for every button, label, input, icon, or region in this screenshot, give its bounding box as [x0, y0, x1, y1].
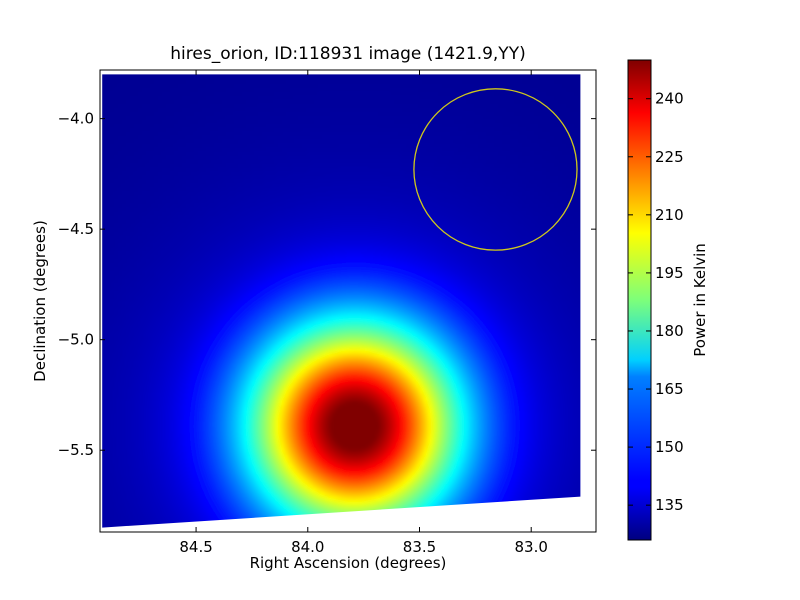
- chart-title: hires_orion, ID:118931 image (1421.9,YY): [170, 44, 525, 64]
- colorbar-gradient: [627, 59, 652, 541]
- x-tick-label: 84.5: [179, 538, 212, 556]
- y-tick-label: −5.0: [58, 331, 94, 349]
- colorbar-tick-label: 135: [655, 496, 684, 514]
- colorbar-tick-label: 210: [655, 206, 684, 224]
- colorbar-tick-label: 195: [655, 264, 684, 282]
- colorbar: 135 150 165 180 195 210 225 240 Power in Kelvin: [627, 59, 709, 541]
- colorbar-tick-label: 150: [655, 438, 684, 456]
- heatmap-image: [102, 74, 581, 528]
- colorbar-tick-label: 225: [655, 148, 684, 166]
- y-tick-label: −4.0: [58, 110, 94, 128]
- y-axis-label: Declination (degrees): [31, 220, 49, 382]
- colorbar-tick-label: 240: [655, 90, 684, 108]
- x-axis-label: Right Ascension (degrees): [250, 554, 447, 572]
- colorbar-label: Power in Kelvin: [691, 243, 709, 357]
- colorbar-ticks: 135 150 165 180 195 210 225 240: [628, 90, 684, 514]
- y-tick-label: −4.5: [58, 220, 94, 238]
- colorbar-tick-label: 180: [655, 322, 684, 340]
- x-tick-label: 83.0: [515, 538, 548, 556]
- x-tick-label: 83.5: [403, 538, 436, 556]
- colorbar-tick-label: 165: [655, 380, 684, 398]
- region-circle: [413, 88, 578, 251]
- y-axis-ticks: −4.0 −4.5 −5.0 −5.5: [58, 110, 596, 459]
- x-tick-label: 84.0: [291, 538, 324, 556]
- y-tick-label: −5.5: [58, 441, 94, 459]
- heatmap-raster: [102, 74, 581, 528]
- plot-frame: [99, 69, 597, 533]
- x-axis-ticks: 84.5 84.0 83.5 83.0: [179, 70, 548, 556]
